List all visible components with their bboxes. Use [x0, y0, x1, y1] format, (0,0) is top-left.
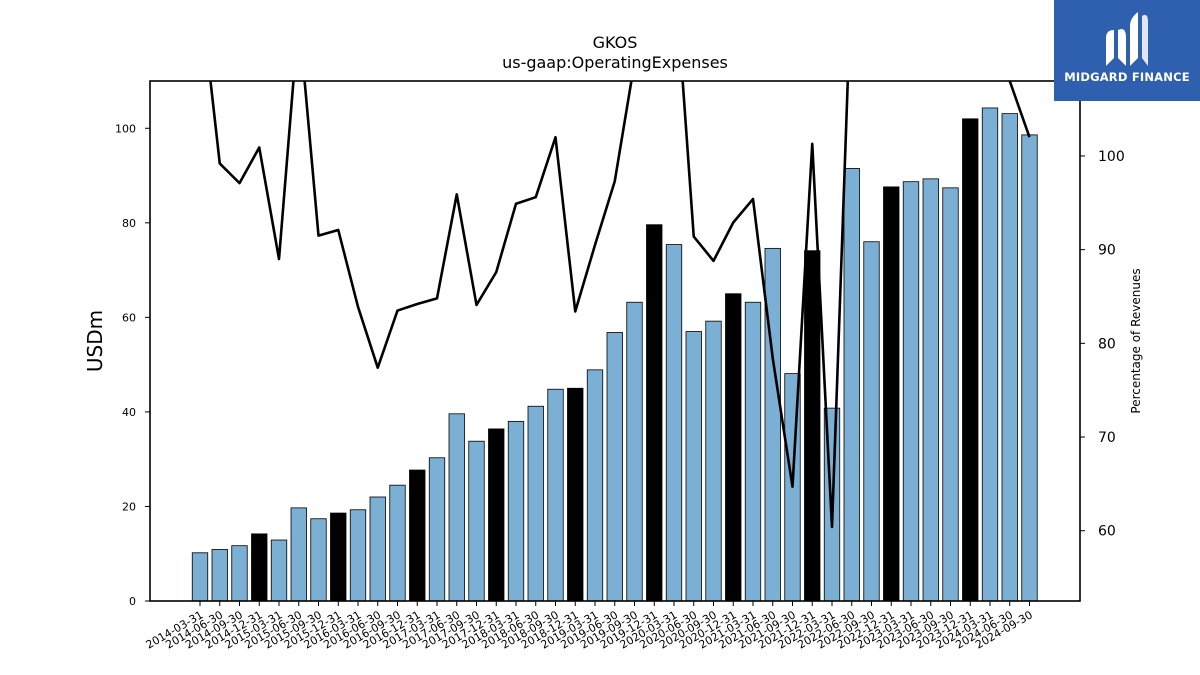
- bar-2014-12-31: [251, 533, 268, 602]
- bar-2014-03-31: [191, 552, 209, 602]
- chart-title: GKOS: [593, 33, 638, 52]
- bar-2021-03-31: [744, 301, 762, 602]
- bar-2015-09-30: [310, 518, 327, 602]
- bar-2016-12-31: [409, 469, 426, 602]
- y-tick-label: 20: [122, 500, 136, 513]
- y2-tick-label: 90: [1098, 243, 1116, 259]
- bar-2023-03-31: [902, 181, 920, 602]
- bar-2022-12-31: [883, 186, 900, 602]
- bar-2024-09-30: [1021, 134, 1038, 602]
- y2-axis-label: Percentage of Revenues: [1129, 268, 1143, 413]
- y-axis-left: 0 20 40 60 80 100: [115, 122, 150, 608]
- bar-2021-12-31: [804, 250, 821, 602]
- bar-2023-12-31: [962, 118, 979, 602]
- y-tick-label: 0: [129, 595, 136, 608]
- y2-tick-label: 60: [1098, 524, 1116, 540]
- ratio-line-series: [209, 81, 1031, 529]
- midgard-logo-icon: [1106, 12, 1148, 66]
- bar-2020-06-30: [685, 331, 702, 602]
- bar-2019-09-30: [626, 301, 643, 602]
- bar-2018-06-30: [527, 405, 544, 602]
- y-tick-label: 60: [122, 311, 136, 324]
- y-tick-label: 40: [122, 406, 136, 419]
- bar-2019-06-30: [606, 332, 623, 602]
- y2-tick-label: 80: [1098, 336, 1116, 352]
- bar-2016-06-30: [369, 496, 386, 602]
- y-tick-label: 80: [122, 217, 136, 230]
- bar-2024-06-30: [1001, 113, 1018, 602]
- bar-2019-03-31: [586, 369, 604, 602]
- bar-2017-12-31: [488, 428, 505, 602]
- bar-2022-06-30: [843, 168, 860, 602]
- bar-2021-06-30: [764, 247, 781, 602]
- x-axis: 2014-03-312014-06-302014-09-302014-12-31…: [144, 601, 1035, 652]
- bar-2016-09-30: [389, 484, 406, 602]
- y2-tick-label: 70: [1098, 430, 1116, 446]
- bar-2020-12-31: [725, 293, 742, 602]
- bar-2023-09-30: [942, 187, 959, 602]
- bar-2018-09-30: [547, 388, 564, 602]
- bar-2019-12-31: [646, 224, 663, 602]
- bar-2023-06-30: [922, 178, 939, 602]
- bar-2017-09-30: [468, 440, 485, 602]
- bar-2024-03-31: [981, 107, 999, 602]
- bar-2018-12-31: [567, 387, 584, 602]
- y-axis-right: 60 70 80 90 100: [1080, 149, 1125, 540]
- bar-2016-03-31: [349, 509, 367, 602]
- brand-logo: MIDGARD FINANCE: [1054, 0, 1200, 101]
- ratio-line: [209, 81, 1031, 529]
- y2-tick-label: 100: [1098, 149, 1125, 165]
- bar-2018-03-31: [507, 420, 525, 602]
- chart-subtitle: us-gaap:OperatingExpenses: [502, 53, 728, 72]
- logo-text: MIDGARD FINANCE: [1064, 70, 1190, 84]
- bar-2014-06-30: [211, 549, 228, 602]
- bar-2020-03-31: [665, 244, 683, 602]
- y-axis-label: USDm: [83, 310, 107, 372]
- y-tick-label: 100: [115, 122, 136, 135]
- bar-2017-03-31: [428, 457, 446, 602]
- bar-2015-03-31: [270, 539, 288, 602]
- bar-2022-09-30: [863, 241, 880, 602]
- bar-2014-09-30: [231, 545, 248, 602]
- bar-2020-09-30: [705, 320, 722, 602]
- bar-2015-12-31: [330, 512, 347, 602]
- bar-2017-06-30: [448, 413, 465, 602]
- bar-2015-06-30: [290, 507, 307, 602]
